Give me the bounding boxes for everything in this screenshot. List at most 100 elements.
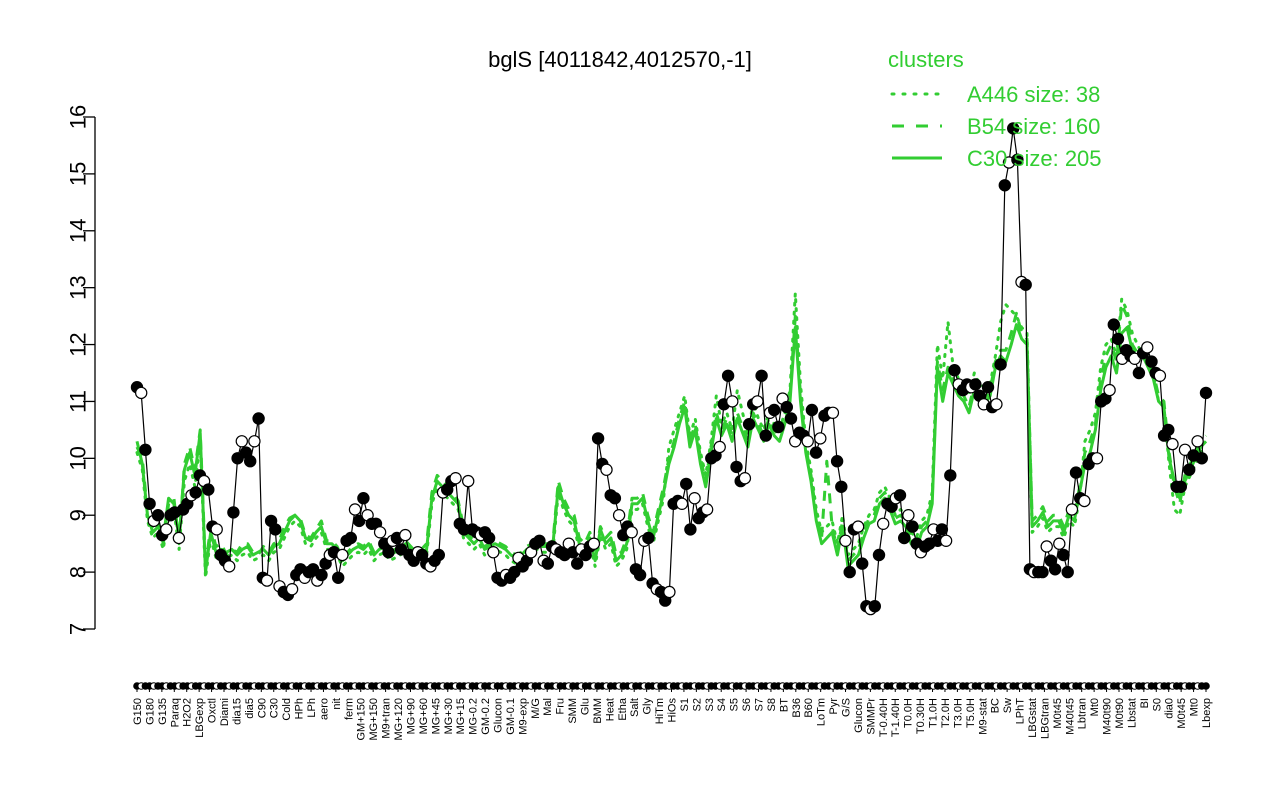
profile-point <box>143 497 156 510</box>
profile-point <box>755 369 768 382</box>
x-tick-label: M40t90 <box>1102 698 1114 735</box>
legend-label-b54: B54 size: 160 <box>967 114 1100 139</box>
profile-point <box>1011 153 1024 166</box>
profile-point <box>633 568 647 582</box>
x-tick-label: Oxctl <box>207 698 219 723</box>
x-tick-label: dia5 <box>244 698 256 719</box>
x-tick-label: T0.30H <box>915 698 927 734</box>
x-tick-label: Etha <box>617 697 629 721</box>
profile-point <box>713 440 726 454</box>
x-tick-label: S8 <box>766 698 778 711</box>
profile-point <box>462 474 475 488</box>
profile-point <box>533 534 546 548</box>
x-tick-label: S5 <box>729 698 741 711</box>
profile-point <box>1132 366 1146 380</box>
profile-point <box>684 523 697 536</box>
profile-line <box>136 128 1207 610</box>
profile-point <box>994 358 1007 371</box>
x-tick-label: Lbtran <box>1077 698 1089 729</box>
profile-point <box>243 455 257 468</box>
x-tick-label: T2.0H <box>940 698 952 728</box>
profile-point <box>969 378 982 391</box>
profile-point <box>134 386 148 400</box>
profile-point <box>382 546 395 559</box>
chart-title: bglS [4011842,4012570,-1] <box>488 47 752 72</box>
x-tick-label: M0t45 <box>1052 698 1064 729</box>
profile-point <box>944 469 957 482</box>
profile-point <box>1199 386 1213 400</box>
profile-point <box>235 435 248 448</box>
x-tick-label: Fru <box>555 698 567 715</box>
profile-point <box>1078 494 1091 508</box>
profile-point <box>935 523 949 536</box>
profile-point <box>1065 503 1079 516</box>
x-tick-label: S1 <box>679 698 691 711</box>
profile-point <box>449 472 462 485</box>
profile-point <box>1153 369 1167 382</box>
profile-point <box>482 531 496 545</box>
x-tick-label: Salt <box>629 698 641 717</box>
x-tick-label: G/S <box>841 698 853 717</box>
profile-point <box>939 534 953 548</box>
profile-point <box>1141 341 1154 354</box>
profile-point <box>227 506 240 519</box>
legend-label-c30: C30 size: 205 <box>967 146 1102 171</box>
profile-point <box>948 364 961 377</box>
profile-point <box>998 179 1012 192</box>
profile-point <box>222 560 236 573</box>
profile-point <box>1111 332 1125 346</box>
x-tick-label: M0t90 <box>1114 698 1126 729</box>
x-tick-label: G180 <box>144 698 156 725</box>
y-tick-label: 11 <box>66 390 91 413</box>
y-tick-label: 9 <box>66 509 91 521</box>
profile-point <box>172 531 186 545</box>
x-tick-label: BT <box>778 698 790 712</box>
y-tick-group: 7 8 9 10 11 12 13 14 15 16 <box>66 105 95 635</box>
x-tick-label: G150 <box>132 698 144 725</box>
profile-point <box>1166 437 1179 451</box>
profile-point <box>742 418 756 431</box>
profile-point <box>260 574 274 587</box>
profile-point <box>805 403 819 417</box>
profile-point <box>600 463 613 476</box>
profile-point <box>1195 452 1209 465</box>
x-tick-label: M0t45 <box>1176 698 1188 729</box>
y-tick-label: 16 <box>66 105 91 129</box>
profile-point <box>826 406 840 419</box>
profile-point <box>780 400 794 414</box>
profile-point <box>1061 565 1074 579</box>
legend-label-a446: A446 size: 38 <box>967 82 1100 107</box>
profile-point <box>1145 355 1158 368</box>
profile-point <box>751 395 764 408</box>
profile-point <box>625 526 638 539</box>
x-tick-label: Diami <box>219 698 231 726</box>
x-tick-label: M9+tran <box>381 698 393 739</box>
x-tick-label: HPh <box>294 698 306 719</box>
profile-point <box>587 537 601 550</box>
x-tick-label: BC <box>990 698 1002 713</box>
x-tick-label: S6 <box>741 698 753 711</box>
x-tick-label: B36 <box>791 698 803 718</box>
profile-point <box>1128 352 1141 365</box>
profile-point <box>508 565 521 579</box>
x-tick-label: Gly <box>642 698 654 715</box>
x-tick-label: Mt0 <box>1189 698 1201 716</box>
profile-point <box>399 528 412 542</box>
profile-point <box>608 492 622 505</box>
profile-point <box>1048 563 1062 576</box>
x-tick-label: M9-exp <box>517 698 529 735</box>
profile-point <box>893 489 907 502</box>
x-tick-label: ferm <box>343 698 355 720</box>
x-tick-label: T1.0H <box>928 698 940 728</box>
profile-point <box>139 443 152 456</box>
profile-point <box>541 557 555 570</box>
profile-point <box>151 509 165 522</box>
x-tick-label: LPhT <box>1015 698 1027 725</box>
x-axis: G150 G180 G135 Paraq H2O2 LBGexp Oxctl Diami dia… <box>132 682 1213 741</box>
x-tick-label: dia0 <box>1164 698 1176 719</box>
x-tick-label: SMMPr <box>865 698 877 735</box>
profile-point <box>843 565 856 579</box>
profile-point <box>1107 318 1121 331</box>
profile-point <box>1162 423 1175 437</box>
